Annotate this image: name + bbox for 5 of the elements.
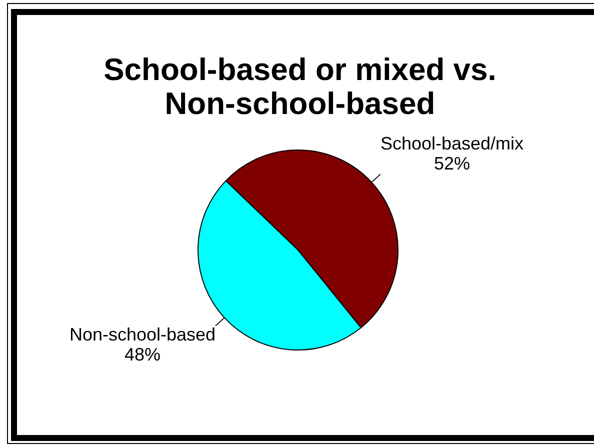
slice-label: Non-school-based — [69, 324, 216, 344]
data-label: 52% — [434, 154, 470, 174]
data-label: 48% — [124, 344, 161, 364]
chart-title: School-based or mixed vs. Non-school-based — [102, 52, 498, 121]
slice-label: School-based/mix — [380, 134, 524, 154]
